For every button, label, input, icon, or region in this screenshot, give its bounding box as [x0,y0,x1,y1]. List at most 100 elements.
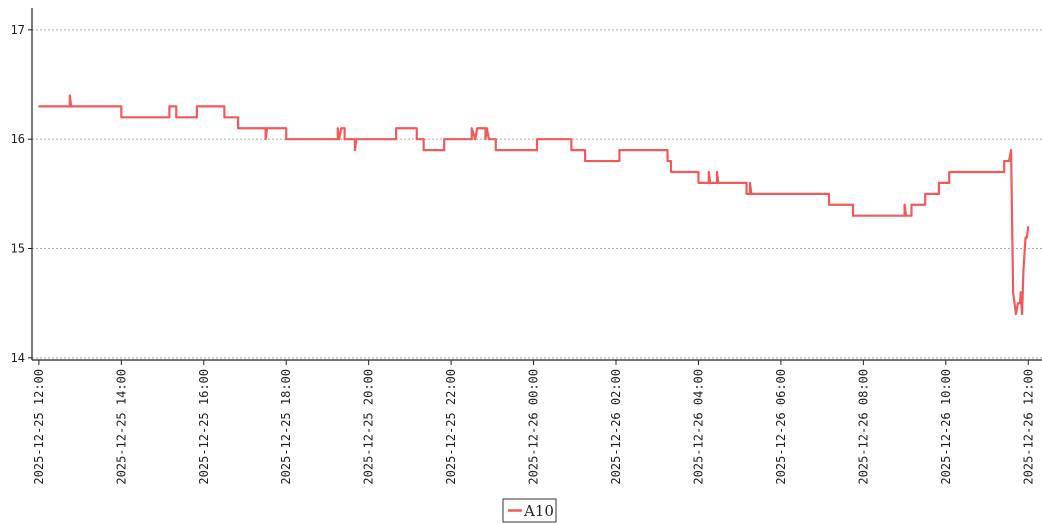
data-point-0-45 [488,138,490,140]
data-point-0-46 [494,138,497,140]
data-point-0-69 [745,193,748,195]
data-point-0-19 [285,127,288,130]
data-point-0-82 [924,203,926,206]
data-point-0-49 [536,138,538,140]
data-point-0-78 [903,203,906,206]
x-tick-label-2: 2025-12-25 16:00 [197,369,211,485]
data-point-0-83 [924,193,926,195]
data-point-0-17 [264,138,267,140]
data-point-0-28 [354,149,356,151]
x-tick-label-5: 2025-12-25 22:00 [444,369,458,485]
data-point-0-55 [618,149,621,151]
data-point-0-100 [1026,236,1028,239]
data-point-0-92 [1012,291,1014,294]
data-point-0-97 [1021,313,1023,315]
data-point-0-99 [1024,236,1027,239]
data-point-0-1 [68,105,71,108]
data-point-0-63 [707,171,710,173]
x-tick-label-12: 2025-12-26 12:00 [1021,369,1035,485]
data-point-0-75 [852,203,854,206]
x-tick-label-11: 2025-12-26 10:00 [939,369,953,485]
data-point-0-73 [828,193,830,195]
data-point-0-87 [948,171,951,173]
x-tick-label-0: 2025-12-25 12:00 [32,369,46,485]
data-point-0-40 [474,138,476,140]
legend-box [502,498,557,523]
data-point-0-74 [828,203,830,206]
data-point-0-93 [1015,313,1017,315]
data-point-0-71 [749,182,751,184]
y-tick-label-17: 17 [11,23,25,37]
data-point-0-66 [716,171,718,173]
data-point-0-34 [422,138,425,140]
data-point-0-32 [415,127,418,130]
data-point-0-54 [618,160,621,162]
data-point-0-48 [536,149,538,151]
series-line-a10 [38,94,1030,316]
data-point-0-56 [666,149,669,151]
data-point-0-65 [716,182,718,184]
data-point-0-90 [1008,160,1010,162]
x-tick-label-3: 2025-12-25 18:00 [279,369,293,485]
data-point-0-26 [343,138,346,140]
data-point-0-15 [237,127,239,130]
data-point-0-51 [570,149,573,151]
data-point-0-5 [120,116,123,119]
y-tick-label-15: 15 [11,241,25,255]
data-point-0-31 [395,127,397,130]
data-point-0-52 [584,149,586,151]
data-point-0-2 [68,94,71,97]
data-point-0-81 [910,203,913,206]
y-tick-label-16: 16 [11,132,25,146]
grid-lines [32,29,1042,359]
x-tick-label-6: 2025-12-26 00:00 [527,369,541,485]
data-point-0-62 [707,182,710,184]
series [38,94,1030,316]
data-point-0-4 [120,105,123,108]
data-point-0-53 [584,160,586,162]
data-point-0-13 [223,116,226,119]
data-point-0-76 [852,214,854,217]
data-point-0-16 [264,127,267,130]
data-point-0-79 [905,214,907,217]
data-point-0-42 [484,127,487,130]
data-point-0-27 [354,138,356,140]
data-point-0-77 [903,214,906,217]
data-point-0-50 [570,138,573,140]
data-point-0-95 [1019,302,1021,304]
data-point-0-29 [355,138,358,140]
data-point-0-61 [697,182,700,184]
data-point-0-39 [470,127,473,130]
data-point-0-80 [910,214,913,217]
x-tick-label-9: 2025-12-26 06:00 [774,369,788,485]
data-point-0-8 [175,105,178,108]
legend: A10 [502,498,557,523]
x-tick-label-4: 2025-12-25 20:00 [362,369,376,485]
data-point-0-85 [938,182,940,184]
data-point-0-7 [168,105,171,108]
y-tick-label-14: 14 [11,351,25,365]
data-point-0-0 [38,105,40,108]
data-point-0-84 [938,193,940,195]
y-ticks: 14 15 16 17 [11,23,32,365]
data-point-0-20 [285,138,288,140]
data-point-0-98 [1022,269,1025,272]
data-point-0-86 [948,182,951,184]
data-point-0-18 [266,127,268,130]
data-point-0-58 [670,160,672,162]
x-tick-label-1: 2025-12-25 14:00 [114,369,128,485]
data-point-0-37 [443,138,446,140]
data-point-0-9 [175,116,178,119]
data-point-0-59 [670,171,672,173]
x-tick-label-8: 2025-12-26 04:00 [691,369,705,485]
data-point-0-22 [336,127,339,130]
data-point-0-94 [1017,302,1019,304]
data-point-0-47 [494,149,497,151]
data-point-0-3 [70,105,72,108]
data-point-0-67 [717,182,720,184]
data-point-0-68 [745,182,748,184]
data-point-0-91 [1010,149,1012,151]
data-point-0-10 [196,116,198,119]
data-point-0-96 [1019,291,1022,294]
